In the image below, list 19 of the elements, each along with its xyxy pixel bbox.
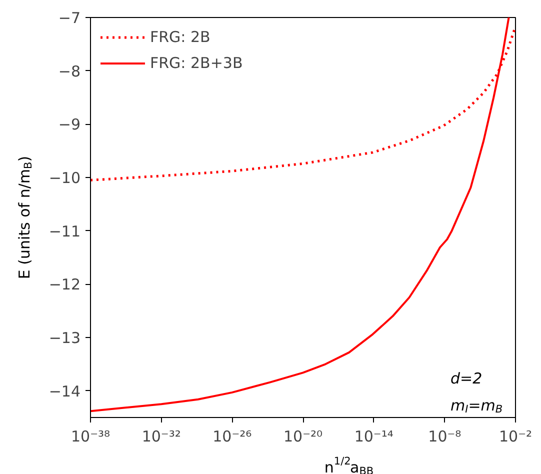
y-tick-label: −10 bbox=[48, 169, 80, 187]
y-tick-label: −13 bbox=[48, 329, 80, 347]
legend-label: FRG: 2B+3B bbox=[150, 54, 243, 72]
annotation: d=2 bbox=[450, 370, 482, 388]
x-tick-label: 10⁻² bbox=[498, 428, 532, 446]
y-tick-label: −7 bbox=[58, 9, 81, 27]
x-tick-label: 10⁻¹⁴ bbox=[354, 428, 394, 446]
x-tick-label: 10⁻⁸ bbox=[428, 428, 462, 446]
x-tick-label: 10⁻²⁶ bbox=[212, 428, 252, 446]
x-tick-label: 10⁻²⁰ bbox=[283, 428, 323, 446]
legend-label: FRG: 2B bbox=[150, 28, 210, 46]
x-tick-label: 10⁻³⁸ bbox=[70, 428, 110, 446]
y-tick-label: −12 bbox=[48, 276, 80, 294]
y-axis-title: E (units of n/mB) bbox=[16, 156, 34, 280]
x-tick-label: 10⁻³² bbox=[142, 428, 181, 446]
y-tick-label: −14 bbox=[48, 382, 80, 400]
y-tick-label: −9 bbox=[58, 116, 81, 134]
y-tick-label: −8 bbox=[58, 62, 81, 80]
y-tick-label: −11 bbox=[48, 222, 80, 240]
